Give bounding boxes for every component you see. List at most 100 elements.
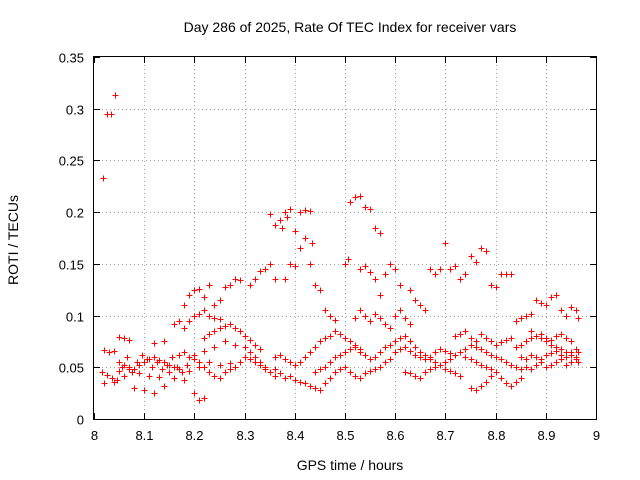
data-point bbox=[116, 368, 123, 375]
data-point bbox=[151, 390, 158, 397]
data-point bbox=[297, 379, 304, 386]
data-point bbox=[508, 362, 515, 369]
data-point bbox=[342, 261, 349, 268]
data-point bbox=[111, 348, 118, 355]
data-point bbox=[417, 375, 424, 382]
data-point bbox=[124, 354, 131, 361]
data-point bbox=[297, 245, 304, 252]
data-point bbox=[518, 366, 525, 373]
data-point bbox=[442, 240, 449, 247]
y-tick-label: 0 bbox=[77, 413, 84, 428]
data-point bbox=[347, 338, 354, 345]
data-point bbox=[292, 263, 299, 270]
data-point bbox=[166, 369, 173, 376]
data-point bbox=[402, 333, 409, 340]
data-point bbox=[382, 321, 389, 328]
data-point bbox=[136, 362, 143, 369]
data-point bbox=[422, 307, 429, 314]
data-point bbox=[558, 346, 565, 353]
y-tick-label: 0.1 bbox=[66, 310, 84, 325]
data-point bbox=[284, 214, 291, 221]
data-point bbox=[252, 359, 259, 366]
data-point bbox=[332, 354, 339, 361]
data-point bbox=[462, 271, 469, 278]
data-point bbox=[99, 369, 106, 376]
data-point bbox=[347, 369, 354, 376]
data-point bbox=[538, 335, 545, 342]
data-point bbox=[437, 266, 444, 273]
data-point bbox=[222, 284, 229, 291]
data-point bbox=[317, 366, 324, 373]
data-point bbox=[575, 359, 582, 366]
data-point bbox=[262, 266, 269, 273]
data-point bbox=[452, 263, 459, 270]
data-point bbox=[488, 338, 495, 345]
data-point bbox=[367, 206, 374, 213]
plot-frame bbox=[93, 56, 597, 420]
data-point bbox=[558, 307, 565, 314]
data-point bbox=[357, 307, 364, 314]
data-point bbox=[548, 362, 555, 369]
data-point bbox=[422, 352, 429, 359]
data-point bbox=[528, 328, 535, 335]
data-point bbox=[352, 344, 359, 351]
data-point bbox=[457, 276, 464, 283]
data-point bbox=[513, 318, 520, 325]
x-axis-label: GPS time / hours bbox=[297, 457, 404, 473]
data-point bbox=[528, 366, 535, 373]
data-point bbox=[149, 364, 156, 371]
x-tick-label: 8.3 bbox=[236, 428, 254, 443]
data-point bbox=[139, 352, 146, 359]
data-point bbox=[538, 300, 545, 307]
data-point bbox=[468, 335, 475, 342]
data-point bbox=[166, 362, 173, 369]
data-point bbox=[437, 362, 444, 369]
data-point bbox=[478, 331, 485, 338]
data-point bbox=[488, 352, 495, 359]
y-tick-label: 0.3 bbox=[66, 103, 84, 118]
data-point bbox=[503, 337, 510, 344]
data-point bbox=[473, 259, 480, 266]
data-point bbox=[422, 369, 429, 376]
data-point bbox=[407, 338, 414, 345]
data-point bbox=[108, 111, 115, 118]
data-point bbox=[327, 375, 334, 382]
data-point bbox=[292, 228, 299, 235]
data-point bbox=[412, 344, 419, 351]
data-point bbox=[247, 337, 254, 344]
data-point bbox=[563, 313, 570, 320]
data-point bbox=[498, 375, 505, 382]
data-point bbox=[272, 222, 279, 229]
data-point bbox=[392, 266, 399, 273]
data-point bbox=[292, 377, 299, 384]
data-point bbox=[367, 356, 374, 363]
data-point bbox=[101, 347, 108, 354]
data-point bbox=[287, 261, 294, 268]
data-point bbox=[407, 321, 414, 328]
data-point bbox=[282, 375, 289, 382]
data-point bbox=[322, 364, 329, 371]
data-point bbox=[262, 364, 269, 371]
data-point bbox=[478, 362, 485, 369]
data-point bbox=[483, 379, 490, 386]
data-point bbox=[176, 352, 183, 359]
data-point bbox=[217, 316, 224, 323]
data-point bbox=[563, 335, 570, 342]
data-point bbox=[478, 383, 485, 390]
data-point bbox=[126, 364, 133, 371]
data-point bbox=[279, 225, 286, 232]
data-point bbox=[222, 369, 229, 376]
data-point bbox=[267, 369, 274, 376]
data-point bbox=[297, 359, 304, 366]
data-point bbox=[302, 207, 309, 214]
data-point bbox=[362, 204, 369, 211]
data-point bbox=[432, 359, 439, 366]
data-point bbox=[362, 263, 369, 270]
data-point bbox=[345, 256, 352, 263]
data-point bbox=[211, 344, 218, 351]
data-point bbox=[287, 373, 294, 380]
data-point bbox=[397, 346, 404, 353]
data-point bbox=[533, 362, 540, 369]
x-tick-label: 8.9 bbox=[537, 428, 555, 443]
data-point bbox=[447, 350, 454, 357]
